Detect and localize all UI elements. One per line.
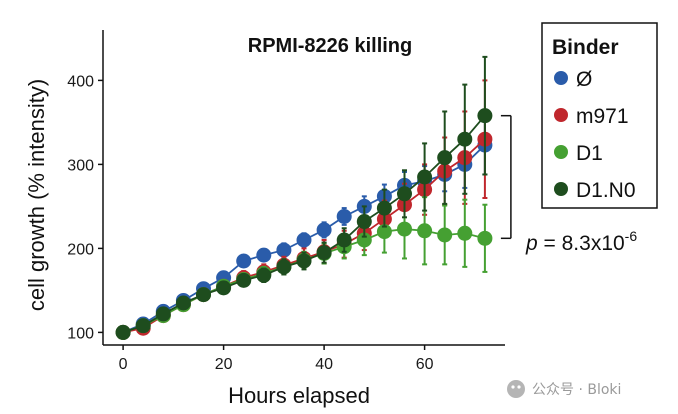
legend-marker xyxy=(554,182,568,196)
watermark-text: 公众号 · Bloki xyxy=(532,382,621,398)
data-point xyxy=(397,221,412,237)
p-value-annotation: p = 8.3x10-6 xyxy=(525,228,637,255)
data-point xyxy=(135,318,151,334)
legend-marker xyxy=(554,145,568,159)
data-point xyxy=(356,232,372,248)
y-axis-title: cell growth (% intensity) xyxy=(24,79,49,311)
data-point xyxy=(236,272,252,288)
y-tick-label: 400 xyxy=(67,73,94,90)
data-point xyxy=(276,242,292,258)
chart-title: RPMI-8226 killing xyxy=(248,35,413,57)
data-point xyxy=(336,232,352,248)
data-point xyxy=(155,306,171,322)
x-ticks: 0 20 40 60 xyxy=(119,345,434,373)
series-m971 xyxy=(115,79,493,340)
y-tick-label: 100 xyxy=(67,325,94,342)
y-tick-label: 200 xyxy=(67,241,94,258)
data-point xyxy=(196,287,211,303)
data-point xyxy=(457,225,473,241)
legend-item-D1: D1 xyxy=(554,142,603,165)
data-point xyxy=(437,150,453,166)
data-point xyxy=(236,253,252,269)
wechat-icon xyxy=(507,380,525,398)
x-tick-label: 0 xyxy=(119,356,128,373)
legend-item-m971: m971 xyxy=(554,105,629,128)
p-value-text: = 8.3x10 xyxy=(538,232,625,255)
p-value-exponent: -6 xyxy=(625,228,638,244)
data-point xyxy=(115,324,131,340)
legend-marker xyxy=(554,108,568,122)
p-value-symbol: p xyxy=(525,232,538,255)
x-tick-label: 60 xyxy=(416,356,434,373)
significance-bracket xyxy=(500,114,512,240)
watermark: 公众号 · Bloki xyxy=(507,380,621,398)
series-D1.N0 xyxy=(115,55,493,340)
x-tick-label: 20 xyxy=(215,356,233,373)
legend-label: D1.N0 xyxy=(576,179,636,202)
wechat-icon-dot xyxy=(517,385,521,389)
data-point xyxy=(437,227,453,243)
data-point xyxy=(336,208,352,224)
legend-title: Binder xyxy=(552,36,619,59)
data-point xyxy=(356,214,372,230)
data-point xyxy=(477,230,493,246)
legend-item-Ø: Ø xyxy=(554,68,592,91)
legend-item-D1.N0: D1.N0 xyxy=(554,179,636,202)
x-tick-label: 40 xyxy=(315,356,333,373)
data-point xyxy=(316,222,332,238)
y-tick-label: 300 xyxy=(67,157,94,174)
wechat-icon-dot xyxy=(511,385,515,389)
series-layer xyxy=(115,55,493,340)
data-point xyxy=(316,245,332,261)
data-point xyxy=(376,224,392,240)
y-ticks: 100 200 300 400 xyxy=(67,73,103,342)
data-point xyxy=(457,131,473,147)
data-point xyxy=(477,108,493,124)
data-point xyxy=(417,223,433,239)
axes: 0 20 40 60 100 200 300 400 xyxy=(67,30,505,373)
data-point xyxy=(175,295,191,311)
data-point xyxy=(376,200,392,216)
legend-label: Ø xyxy=(576,68,592,91)
legend-marker xyxy=(554,71,568,85)
x-axis-title: Hours elapsed xyxy=(228,383,370,408)
data-point xyxy=(216,280,232,296)
data-point xyxy=(296,232,312,248)
legend-label: m971 xyxy=(576,105,629,128)
data-point xyxy=(397,186,412,202)
series-Ø xyxy=(115,114,493,340)
legend-label: D1 xyxy=(576,142,603,165)
data-point xyxy=(276,259,292,275)
data-point xyxy=(417,169,433,185)
data-point xyxy=(296,253,312,269)
data-point xyxy=(256,267,272,283)
data-point xyxy=(256,247,272,263)
